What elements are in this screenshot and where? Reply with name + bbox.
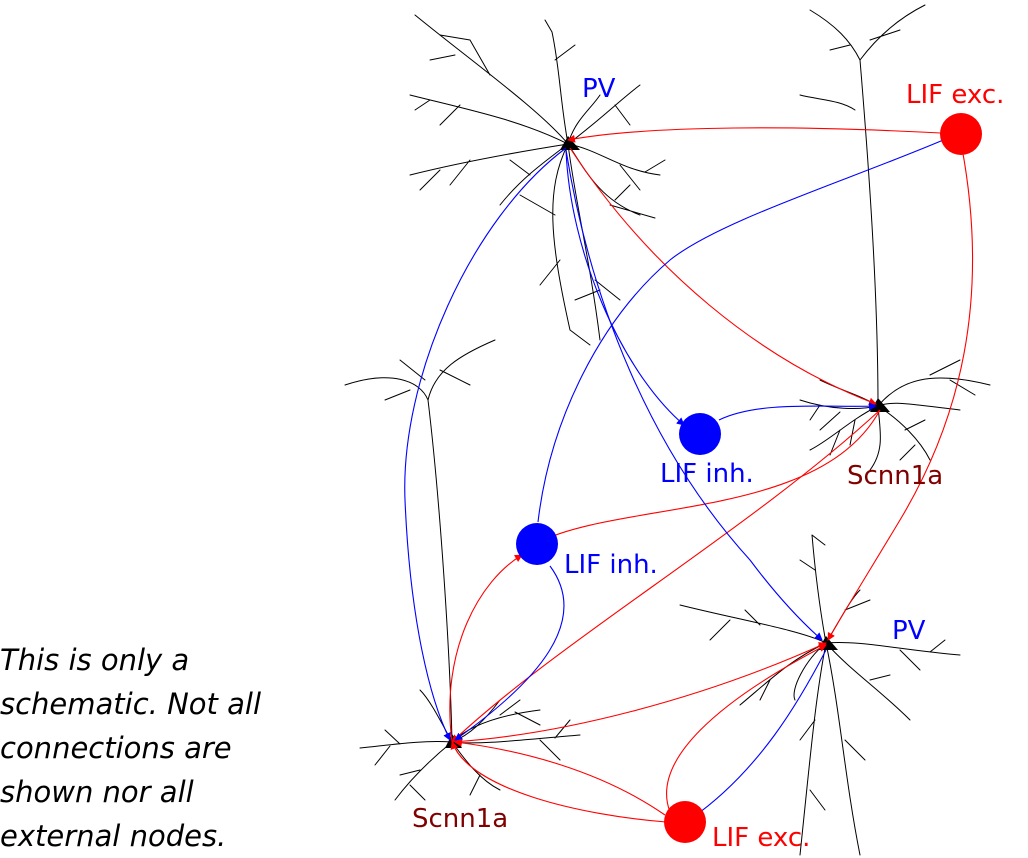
lif-inh-left-node bbox=[516, 523, 558, 565]
note-line: external nodes. bbox=[0, 819, 227, 853]
note-line: This is only a bbox=[0, 643, 190, 677]
note-line: schematic. Not all bbox=[0, 687, 262, 721]
lif-inh-mid-label: LIF inh. bbox=[660, 459, 754, 489]
scnn1a-right-soma bbox=[870, 398, 890, 412]
pv-bottom-label: PV bbox=[892, 616, 926, 646]
connection-inh bbox=[565, 149, 823, 641]
note-line: connections are bbox=[0, 731, 232, 765]
pv-bottom-neuron-icon bbox=[679, 534, 961, 856]
note-line: shown nor all bbox=[0, 775, 194, 809]
lif-exc-top-label: LIF exc. bbox=[906, 80, 1004, 110]
pv-top-neuron-icon bbox=[409, 14, 666, 346]
connection-inh bbox=[691, 649, 827, 819]
connection-inh bbox=[718, 402, 877, 421]
connection-inh bbox=[537, 137, 949, 523]
lif-inh-mid-node bbox=[679, 413, 721, 455]
pv-top-label: PV bbox=[582, 74, 616, 104]
scnn1a-left-label: Scnn1a bbox=[412, 804, 508, 834]
connection-inh bbox=[565, 149, 685, 426]
lif-exc-bottom-label: LIF exc. bbox=[712, 823, 810, 853]
scnn1a-right-label: Scnn1a bbox=[847, 461, 943, 491]
connection-exc bbox=[827, 147, 974, 641]
connection-exc bbox=[569, 147, 877, 406]
schematic-note: This is only a schematic. Not all connec… bbox=[0, 638, 330, 858]
pv-top-soma bbox=[560, 136, 580, 150]
connection-exc bbox=[567, 127, 959, 143]
connection-exc bbox=[451, 642, 827, 743]
lif-exc-bottom-node bbox=[664, 801, 706, 843]
scnn1a-left-neuron-icon bbox=[344, 339, 581, 801]
lif-exc-top-node bbox=[940, 113, 982, 155]
connection-exc bbox=[536, 409, 881, 544]
connection-exc bbox=[449, 554, 523, 743]
connection-exc bbox=[450, 741, 667, 823]
connection-exc bbox=[451, 409, 881, 743]
scnn1a-right-neuron-icon bbox=[799, 4, 991, 471]
connection-inh bbox=[454, 565, 565, 741]
connection-exc bbox=[666, 644, 827, 813]
connection-inh bbox=[404, 147, 567, 741]
connection-exc bbox=[454, 738, 666, 816]
lif-inh-left-label: LIF inh. bbox=[564, 550, 658, 580]
